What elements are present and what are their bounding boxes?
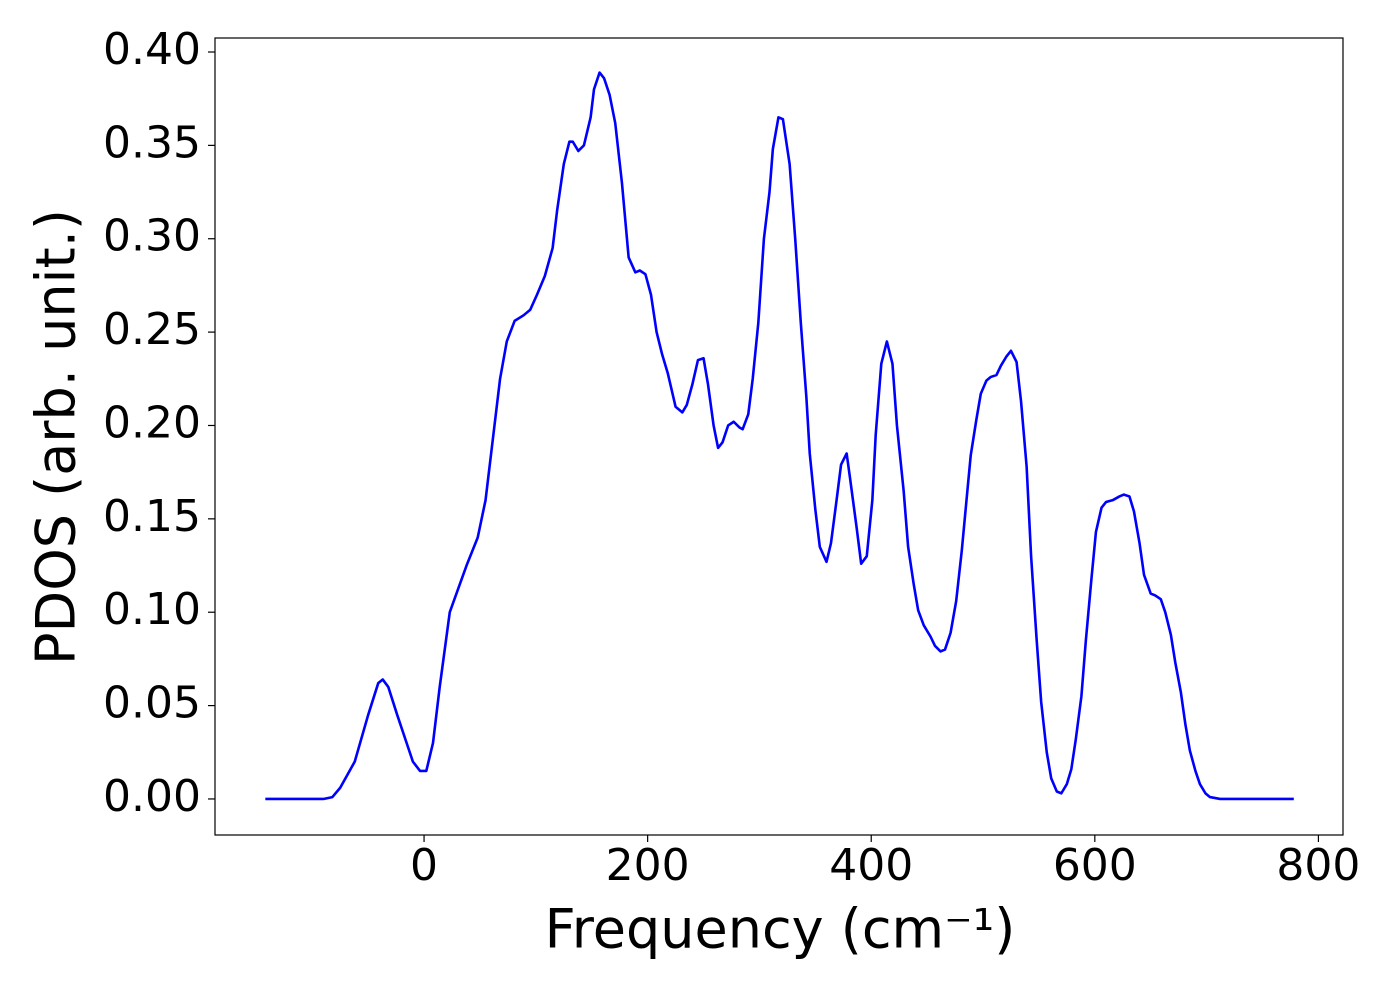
x-tick-label: 200	[606, 840, 690, 891]
x-tick-label: 0	[410, 840, 438, 891]
y-tick-label: 0.25	[103, 304, 201, 355]
x-axis-label: Frequency (cm⁻¹)	[545, 898, 1016, 961]
y-tick-label: 0.40	[103, 24, 201, 75]
x-tick-label: 400	[829, 840, 913, 891]
y-tick-label: 0.15	[103, 491, 201, 542]
x-tick-label: 600	[1053, 840, 1137, 891]
y-axis-label: PDOS (arb. unit.)	[25, 209, 88, 665]
y-tick-label: 0.00	[103, 771, 201, 822]
plot-frame	[214, 37, 1344, 836]
y-tick-label: 0.30	[103, 211, 201, 262]
y-tick-label: 0.20	[103, 397, 201, 448]
y-tick-label: 0.35	[103, 117, 201, 168]
y-tick-label: 0.10	[103, 584, 201, 635]
y-tick-label: 0.05	[103, 678, 201, 729]
x-tick-label: 800	[1276, 840, 1360, 891]
pdos-line	[265, 71, 1294, 801]
